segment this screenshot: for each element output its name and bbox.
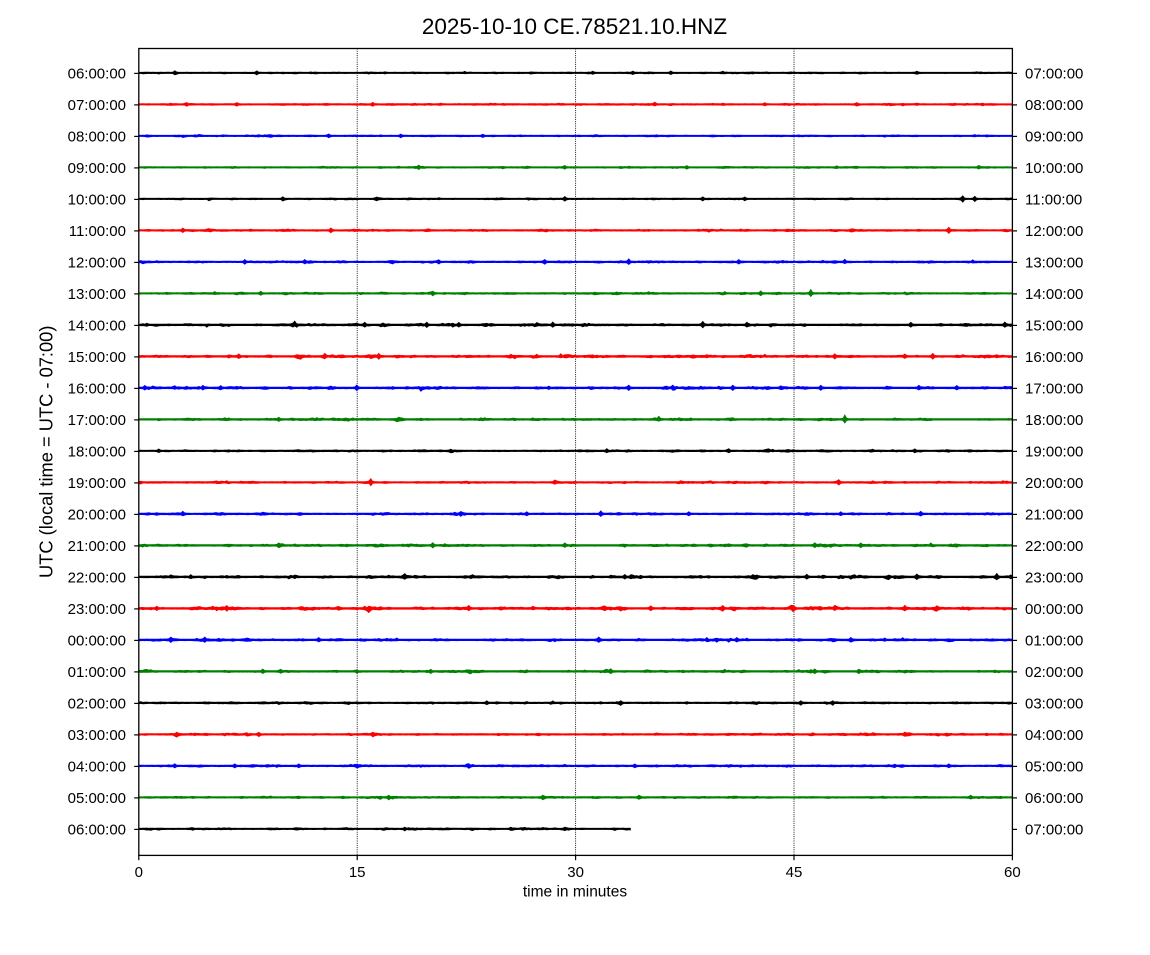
svg-text:17:00:00: 17:00:00 [68,412,126,429]
svg-text:16:00:00: 16:00:00 [1025,349,1083,366]
svg-text:04:00:00: 04:00:00 [1025,727,1083,744]
svg-text:00:00:00: 00:00:00 [68,633,126,650]
svg-text:07:00:00: 07:00:00 [1025,822,1083,839]
svg-text:15: 15 [349,864,366,881]
svg-text:15:00:00: 15:00:00 [1025,318,1083,335]
svg-text:23:00:00: 23:00:00 [1025,570,1083,587]
svg-text:0: 0 [135,864,143,881]
svg-text:08:00:00: 08:00:00 [68,129,126,146]
svg-text:UTC (local time = UTC - 07:00): UTC (local time = UTC - 07:00) [36,326,57,578]
svg-text:13:00:00: 13:00:00 [68,286,126,303]
svg-text:22:00:00: 22:00:00 [68,570,126,587]
svg-text:19:00:00: 19:00:00 [1025,444,1083,461]
svg-text:02:00:00: 02:00:00 [1025,664,1083,681]
svg-text:60: 60 [1004,864,1021,881]
svg-text:03:00:00: 03:00:00 [68,727,126,744]
svg-text:2025-10-10 CE.78521.10.HNZ: 2025-10-10 CE.78521.10.HNZ [422,14,727,39]
svg-text:03:00:00: 03:00:00 [1025,696,1083,713]
svg-text:23:00:00: 23:00:00 [68,601,126,618]
svg-text:45: 45 [786,864,803,881]
svg-text:00:00:00: 00:00:00 [1025,601,1083,618]
svg-text:09:00:00: 09:00:00 [68,160,126,177]
svg-text:09:00:00: 09:00:00 [1025,129,1083,146]
svg-text:time in minutes: time in minutes [523,883,627,900]
svg-text:01:00:00: 01:00:00 [68,664,126,681]
svg-text:06:00:00: 06:00:00 [68,822,126,839]
svg-text:11:00:00: 11:00:00 [69,223,126,240]
svg-text:07:00:00: 07:00:00 [68,97,126,114]
svg-text:10:00:00: 10:00:00 [68,192,126,209]
svg-text:21:00:00: 21:00:00 [68,538,126,555]
svg-text:13:00:00: 13:00:00 [1025,255,1083,272]
svg-text:19:00:00: 19:00:00 [68,475,126,492]
svg-text:06:00:00: 06:00:00 [1025,790,1083,807]
svg-text:14:00:00: 14:00:00 [68,318,126,335]
svg-text:08:00:00: 08:00:00 [1025,97,1083,114]
svg-text:10:00:00: 10:00:00 [1025,160,1083,177]
svg-text:01:00:00: 01:00:00 [1025,633,1083,650]
svg-text:18:00:00: 18:00:00 [1025,412,1083,429]
svg-text:02:00:00: 02:00:00 [68,696,126,713]
svg-text:05:00:00: 05:00:00 [1025,759,1083,776]
svg-text:07:00:00: 07:00:00 [1025,66,1083,83]
svg-text:17:00:00: 17:00:00 [1025,381,1083,398]
svg-text:15:00:00: 15:00:00 [68,349,126,366]
svg-text:20:00:00: 20:00:00 [1025,475,1083,492]
svg-text:22:00:00: 22:00:00 [1025,538,1083,555]
svg-text:18:00:00: 18:00:00 [68,444,126,461]
svg-text:12:00:00: 12:00:00 [68,255,126,272]
svg-text:06:00:00: 06:00:00 [68,66,126,83]
svg-text:11:00:00: 11:00:00 [1025,192,1082,209]
svg-text:14:00:00: 14:00:00 [1025,286,1083,303]
svg-text:05:00:00: 05:00:00 [68,790,126,807]
svg-text:21:00:00: 21:00:00 [1025,507,1083,524]
svg-text:20:00:00: 20:00:00 [68,507,126,524]
svg-text:12:00:00: 12:00:00 [1025,223,1083,240]
svg-text:16:00:00: 16:00:00 [68,381,126,398]
svg-text:04:00:00: 04:00:00 [68,759,126,776]
svg-text:30: 30 [567,864,584,881]
